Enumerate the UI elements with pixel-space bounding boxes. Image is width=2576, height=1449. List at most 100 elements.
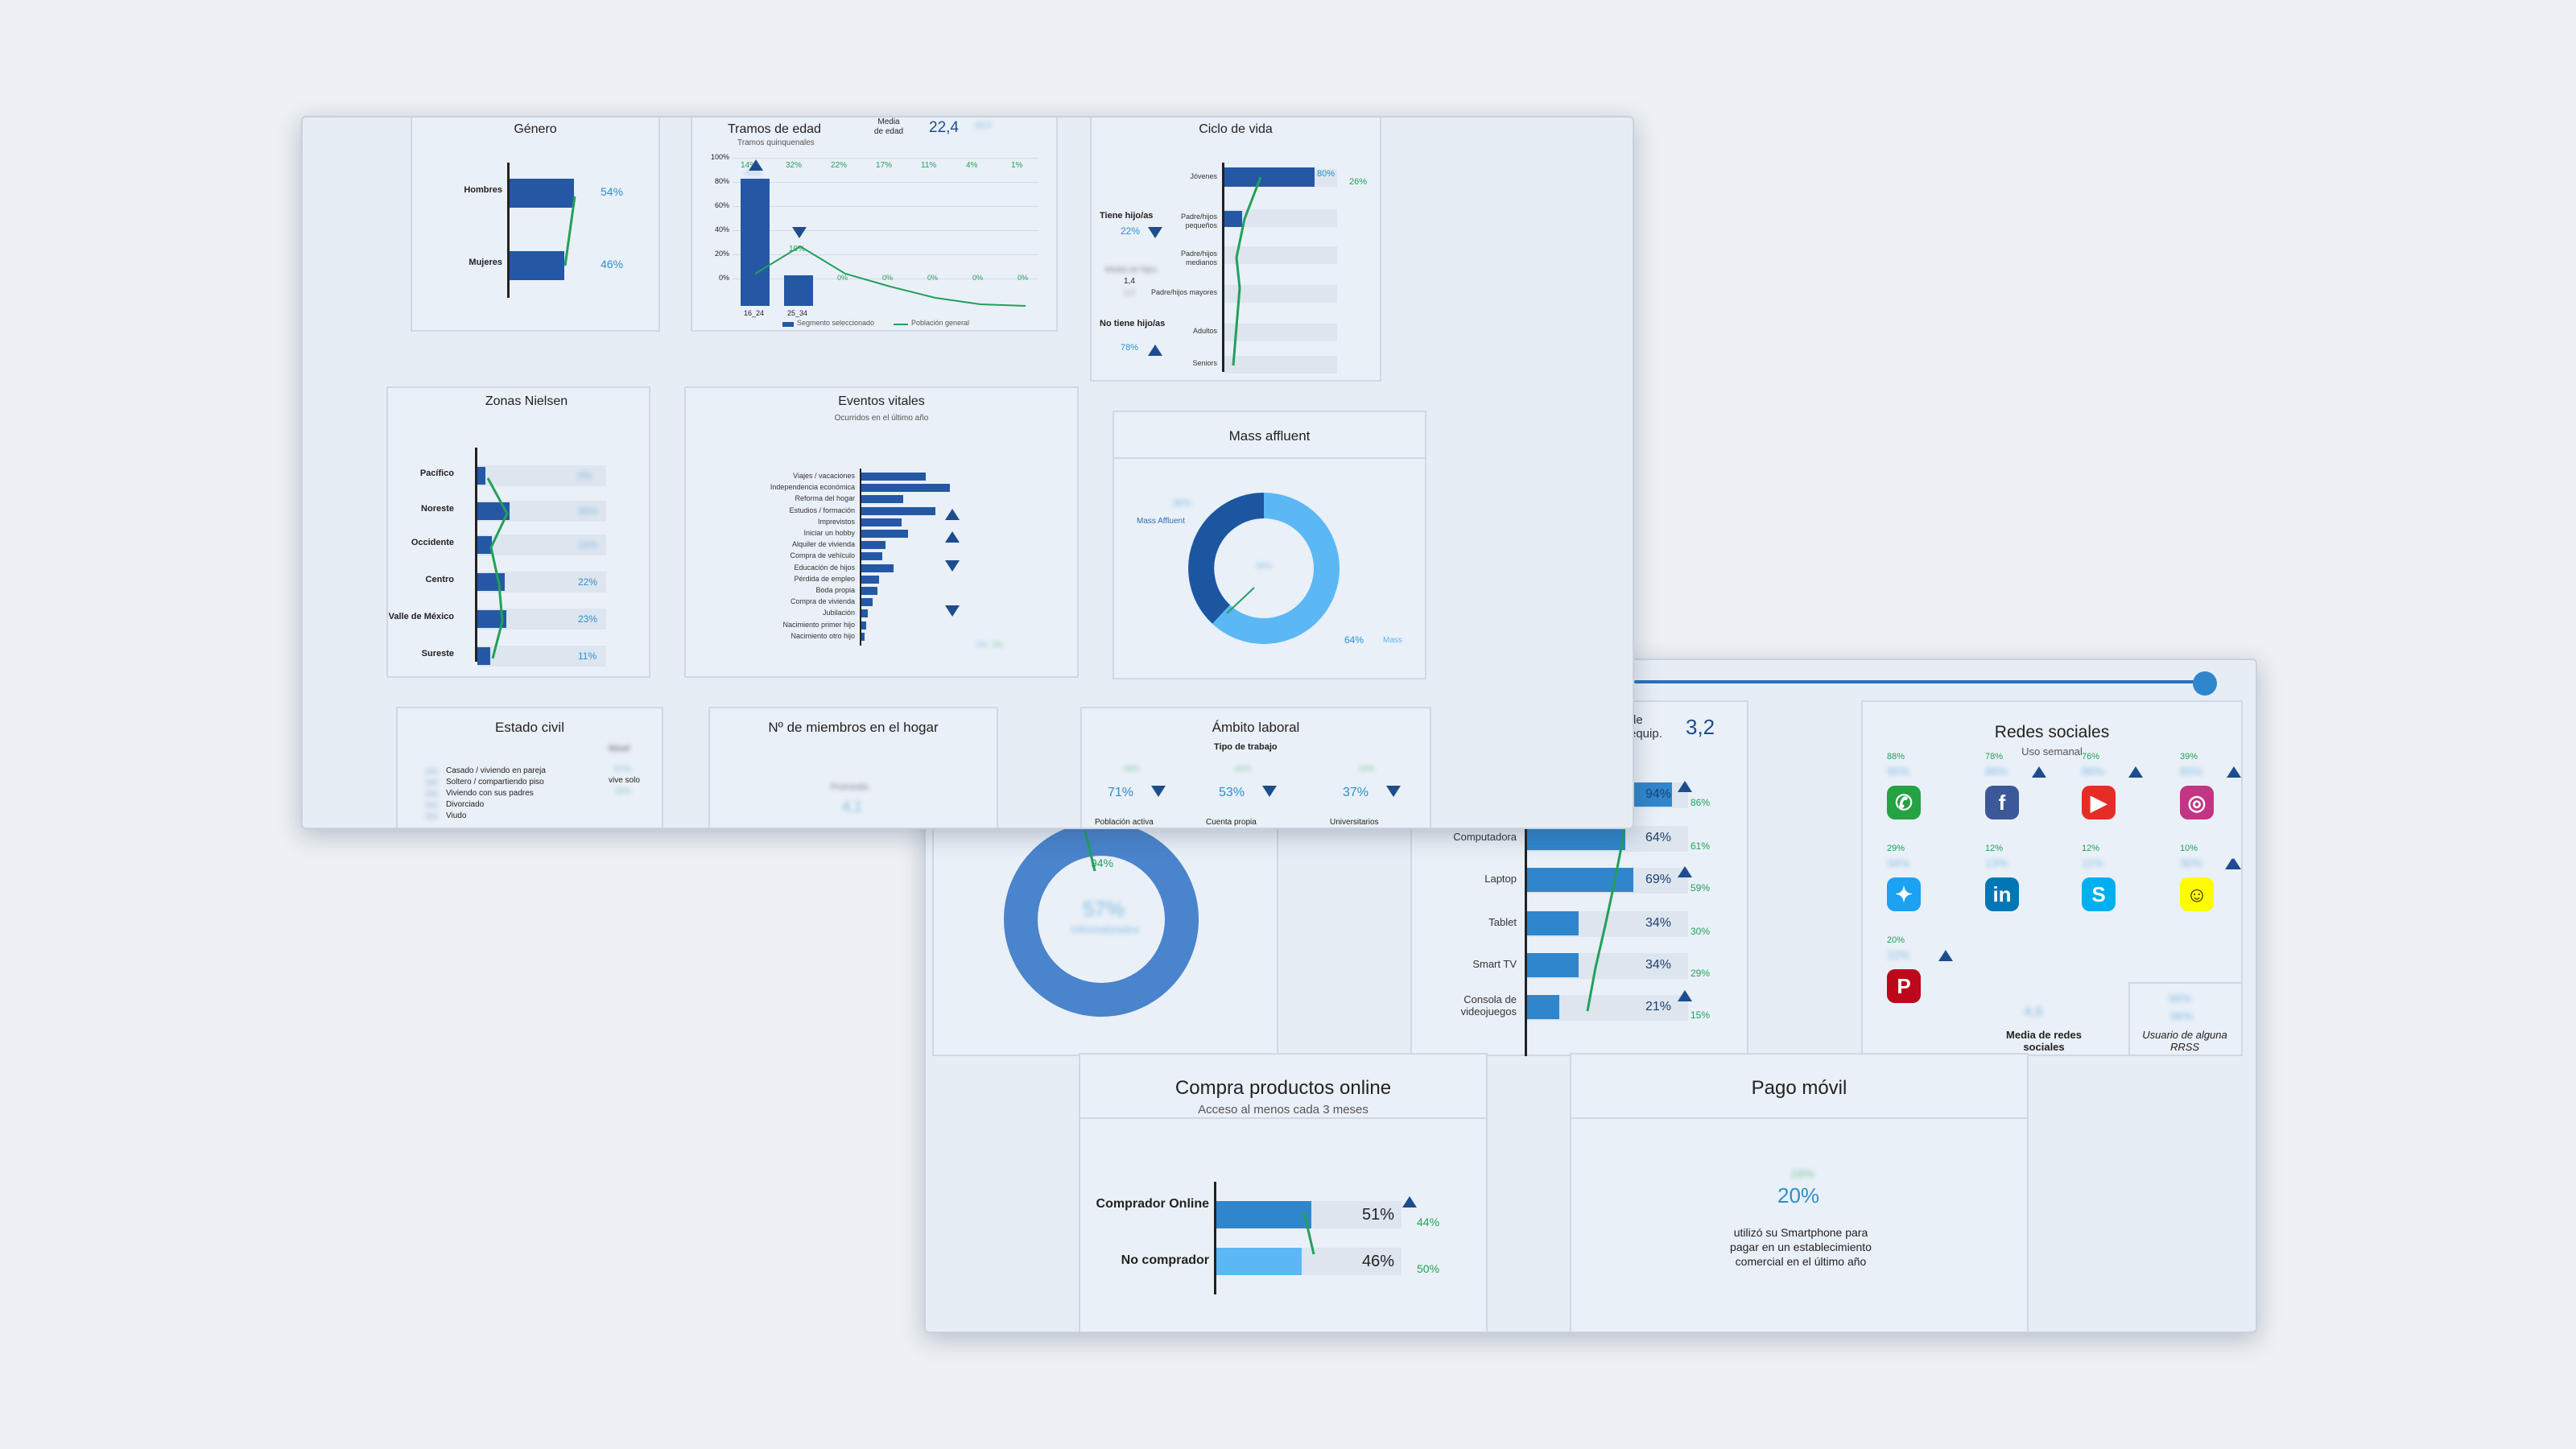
- disp-label: Tablet: [1488, 916, 1517, 928]
- ciclo-bar-peq: [1224, 211, 1242, 227]
- disp-line: [1586, 790, 1631, 1012]
- disp-bar: [1527, 911, 1579, 935]
- estado-swatch: [425, 802, 438, 808]
- pinterest-icon: P: [1887, 969, 1921, 1003]
- tramos-toplabel: 17%: [876, 161, 893, 170]
- tramos-xlabel-1: 16_24: [744, 309, 765, 317]
- eventos-label: Compra de vivienda: [790, 597, 855, 606]
- eventos-label: Nacimiento primer hijo: [782, 620, 855, 629]
- zonas-pct: 22%: [578, 576, 598, 588]
- tramos-legend-seg-swatch: [782, 322, 794, 327]
- no-tiene-hijos-arrow: [1148, 345, 1162, 356]
- no-tiene-hijos-pct: 78%: [1121, 343, 1139, 353]
- tramos-ytick: 40%: [714, 225, 729, 233]
- red-val: 22%: [1887, 948, 1910, 961]
- ciclo-label: Padre/hijos pequeños: [1180, 213, 1217, 229]
- ciclo-top-pct: 80%: [1317, 169, 1335, 179]
- zonas-bar: [477, 536, 492, 554]
- ambito-laboral-panel: Ámbito laboral Tipo de trabajo 68% 71% Pob…: [1080, 707, 1431, 828]
- pago-text: utilizó su Smartphone para pagar en un e…: [1730, 1226, 1872, 1268]
- eventos-last-pct2: 3%: [992, 641, 1004, 650]
- compra-pctg: 50%: [1417, 1262, 1440, 1275]
- tramos-ytick: 20%: [714, 250, 729, 258]
- ciclo-ghost: [1224, 246, 1337, 264]
- disp-label: Computadora: [1453, 831, 1517, 843]
- ambito-small: 34%: [1359, 765, 1376, 774]
- tramos-smalllabel: 0%: [882, 274, 894, 282]
- eventos-label: Boda propia: [815, 586, 855, 594]
- eventos-label: Reforma del hogar: [795, 494, 855, 503]
- estado-civil-panel: Estado civil Nivel Casado / viviendo en …: [396, 707, 663, 828]
- usuario-rrss-box: [2128, 982, 2243, 1056]
- disp-axis: [1525, 774, 1527, 1056]
- ciclo-vida-panel: Ciclo de vida Jóvenes Padre/hijos pequeño…: [1090, 118, 1381, 382]
- eventos-label: Pérdida de empleo: [794, 574, 855, 583]
- compra-label: No comprador: [1121, 1253, 1209, 1267]
- red-up-arrow: [2128, 766, 2143, 778]
- red-val: 65%: [2180, 765, 2203, 778]
- disp-bar: [1527, 953, 1579, 977]
- eventos-label: Estudios / formación: [789, 506, 855, 514]
- red-up-arrow: [2032, 766, 2046, 778]
- tramos-bar-16-24: [741, 179, 770, 306]
- ciclo-bar-jovenes: [1224, 167, 1315, 187]
- mass-donut: [1188, 493, 1340, 644]
- eventos-label: Iniciar un hobby: [803, 529, 855, 537]
- youtube-icon: ▶: [2082, 786, 2116, 819]
- eventos-down-1: [945, 560, 960, 572]
- eventos-bar: [861, 484, 950, 493]
- zonas-pct: 5%: [578, 470, 592, 481]
- eventos-bar: [861, 518, 902, 526]
- disp-label: Consola de videojuegos: [1460, 993, 1517, 1018]
- facebook-icon: f: [1985, 786, 2019, 819]
- ambito-title: Ámbito laboral: [1212, 720, 1300, 735]
- tramos-title: Tramos de edad: [728, 122, 821, 136]
- pago-movil-panel: Pago móvil 16% 20% utilizó su Smartphone…: [1570, 1053, 2029, 1331]
- ciclo-ghost: [1224, 356, 1337, 374]
- tramos-smalllabel: 0%: [972, 274, 984, 282]
- disp-pct: 34%: [1645, 916, 1672, 930]
- tramos-down-arrow: [792, 227, 807, 238]
- eventos-bar: [861, 632, 865, 641]
- compra-pct: 51%: [1362, 1206, 1395, 1224]
- tramos-legend-pop-swatch: [894, 324, 908, 325]
- tramos-ytick: 80%: [714, 177, 729, 185]
- zonas-label: Noreste: [421, 504, 454, 514]
- donut-center-pct: 57%: [1083, 897, 1125, 921]
- miembros-title: Nº de miembros en el hogar: [768, 720, 939, 735]
- eventos-subtitle: Ocurridos en el último año: [834, 414, 929, 423]
- ciclo-ghost: [1224, 324, 1337, 341]
- pago-small: 16%: [1790, 1167, 1815, 1181]
- genero-label: Mujeres: [469, 258, 502, 267]
- disp-pctg: 30%: [1690, 926, 1711, 937]
- donut-center-label: Informatizados: [1071, 923, 1140, 935]
- ambito-pct: 53%: [1219, 786, 1245, 799]
- red-top-pct: 10%: [2180, 844, 2198, 853]
- eventos-bar: [861, 587, 877, 595]
- zonas-bar: [477, 647, 490, 665]
- disp-pctg: 15%: [1690, 1009, 1711, 1021]
- mass-label-right: Mass: [1383, 636, 1402, 645]
- disp-pct: 34%: [1645, 958, 1672, 972]
- eventos-label: Independencia económica: [770, 483, 855, 492]
- ciclo-label: Padre/hijos medianos: [1180, 250, 1217, 266]
- tramos-bar1-label: 81%: [745, 169, 762, 178]
- zonas-bar: [477, 610, 506, 628]
- tramos-toplabel: 22%: [831, 161, 848, 170]
- zonas-nielsen-panel: Zonas Nielsen Pacífico 5% Noreste 35% Occide…: [386, 386, 650, 678]
- media-redes-value: 4,6: [2024, 1004, 2043, 1019]
- compra-bar: [1216, 1201, 1311, 1228]
- ambito-small: 68%: [1124, 765, 1141, 774]
- redes-title: Redes sociales: [1994, 723, 2110, 741]
- dashboard-window-main: Género Hombres 54% Mujeres 46% Tramos de ed…: [301, 116, 1634, 829]
- zonas-label: Valle de México: [388, 612, 454, 621]
- tramos-gridline: [733, 206, 1038, 207]
- no-tiene-hijos-label: No tiene hijo/as: [1100, 319, 1166, 328]
- compra-pct: 46%: [1362, 1253, 1395, 1270]
- ambito-pct: 71%: [1108, 786, 1134, 799]
- genero-pct: 46%: [601, 258, 624, 270]
- tramos-legend-pop: Población general: [911, 319, 970, 327]
- zonas-ghost: [477, 646, 606, 667]
- window-progress-handle[interactable]: [2193, 671, 2217, 696]
- red-val: 13%: [1985, 857, 2008, 869]
